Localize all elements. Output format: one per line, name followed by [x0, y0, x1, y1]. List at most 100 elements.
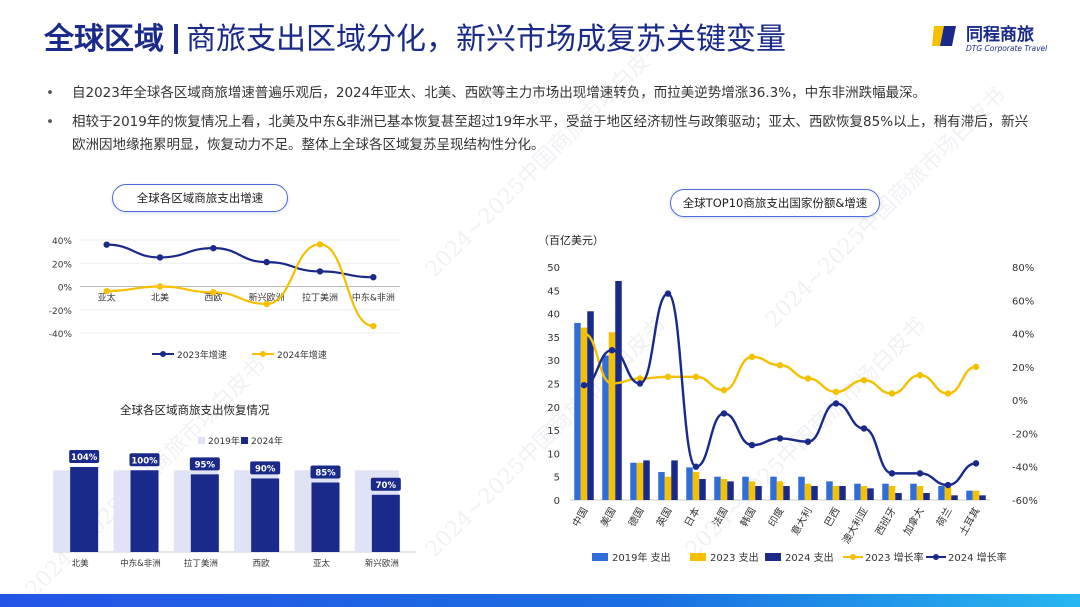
data-point — [832, 388, 840, 396]
bar — [699, 479, 706, 500]
legend-label: 2024 支出 — [785, 551, 834, 564]
legend-swatch — [690, 553, 706, 561]
data-point — [370, 322, 377, 330]
legend-label: 2024年增速 — [277, 349, 327, 361]
title-separator — [174, 24, 178, 54]
bar — [783, 486, 790, 500]
x-tick-label: 北美 — [72, 558, 90, 569]
legend-label: 2023 增长率 — [865, 551, 924, 564]
data-point — [776, 361, 784, 369]
data-point — [832, 400, 840, 407]
bar — [951, 495, 958, 500]
y2-tick-label: 80% — [1012, 263, 1034, 274]
legend-label: 2023 支出 — [710, 551, 759, 564]
bar — [602, 355, 609, 500]
bar-2024 — [251, 478, 280, 552]
data-point — [636, 375, 644, 382]
data-point — [692, 463, 700, 470]
data-label-box — [69, 449, 100, 463]
data-point — [210, 289, 217, 296]
legend-marker — [260, 351, 266, 357]
data-label-box — [129, 453, 160, 467]
bar — [860, 486, 868, 500]
bar — [692, 472, 700, 500]
x-tick-label: 西班牙 — [873, 506, 898, 538]
legend-label: 2024 增长率 — [948, 551, 1007, 564]
data-point — [316, 241, 324, 248]
data-point — [776, 435, 784, 442]
bar — [664, 476, 672, 500]
y-tick-label: 35 — [547, 333, 560, 344]
data-label: 100% — [131, 456, 158, 466]
bar — [636, 462, 644, 500]
bar — [888, 486, 896, 500]
bar — [755, 486, 762, 500]
y-tick-label: 20 — [547, 403, 560, 414]
y-tick-label: 40 — [547, 310, 560, 321]
page-title: 全球区域 商旅支出区域分化，新兴市场成复苏关键变量 — [44, 14, 786, 58]
x-tick-label: 澳大利亚 — [839, 505, 870, 546]
y-tick-label: -40% — [49, 330, 73, 340]
y2-tick-label: -60% — [1012, 496, 1038, 507]
legend-swatch — [592, 553, 608, 561]
x-tick-label: 韩国 — [737, 505, 758, 529]
data-point — [860, 376, 868, 384]
recovery-chart-title: 全球各区域商旅支出恢复情况 — [120, 403, 270, 417]
x-tick-label: 亚太 — [313, 558, 331, 569]
bar — [776, 481, 784, 500]
x-tick-label: 英国 — [653, 505, 674, 529]
x-tick-label: 中东&非洲 — [352, 292, 395, 304]
footer-bar — [0, 594, 1080, 607]
bar — [630, 462, 637, 500]
bar — [587, 311, 594, 500]
y2-tick-label: 40% — [1012, 330, 1034, 341]
y-tick-label: 10 — [547, 449, 560, 460]
y2-tick-label: 0% — [1012, 396, 1028, 407]
bar — [580, 327, 588, 500]
chart-title: 全球各区域商旅支出增速 — [136, 191, 264, 205]
x-tick-label: 荷兰 — [933, 505, 954, 529]
x-tick-label: 加拿大 — [900, 505, 926, 537]
bar — [804, 483, 812, 500]
recovery-bar-chart: 2019年 2024年 104% 北美 100% 中东&非洲 95% 拉丁美洲 90% 西欧 85%… — [53, 435, 416, 569]
data-point — [156, 283, 164, 290]
bullet-item: 自2023年全球各区域商旅增速普遍乐观后，2024年亚太、北美、西欧等主力市场出… — [44, 82, 1034, 105]
bar — [979, 495, 986, 500]
y-tick-label: 20% — [52, 260, 72, 270]
x-tick-label: 西欧 — [204, 292, 222, 304]
bar — [608, 332, 616, 500]
bar — [944, 486, 952, 500]
legend-label: 2024年 — [251, 435, 283, 447]
y-tick-label: 15 — [547, 426, 560, 437]
legend-marker — [933, 554, 939, 560]
title-text: 商旅支出区域分化，新兴市场成复苏关键变量 — [186, 22, 786, 57]
x-tick-label: 土耳其 — [956, 505, 982, 537]
data-point — [210, 244, 217, 252]
x-tick-label: 亚太 — [98, 292, 116, 304]
data-label: 70% — [376, 481, 397, 491]
data-point — [263, 300, 270, 308]
data-point — [580, 330, 588, 337]
y2-tick-label: -20% — [1012, 429, 1038, 440]
bar — [770, 476, 777, 500]
data-point — [103, 241, 110, 248]
bar — [574, 322, 581, 500]
logo-subtitle: DTG Corporate Travel — [966, 44, 1048, 53]
data-point — [103, 287, 110, 295]
x-tick-label: 拉丁美洲 — [184, 558, 218, 569]
series-line — [106, 243, 374, 279]
title-bold: 全球区域 — [44, 22, 164, 57]
y-tick-label: 45 — [547, 286, 560, 297]
y-tick-label: 0 — [554, 496, 560, 507]
x-tick-label: 意大利 — [788, 505, 814, 537]
y-tick-label: 0% — [58, 284, 73, 294]
data-point — [720, 386, 728, 394]
bar — [854, 483, 861, 500]
data-point — [972, 363, 980, 371]
x-tick-label: 法国 — [709, 505, 730, 529]
bar-2024 — [311, 482, 340, 552]
data-point — [972, 460, 980, 467]
x-tick-label: 新兴欧洲 — [365, 558, 399, 569]
bar — [826, 481, 833, 500]
top10-combo-chart: 5045403530252015105080%60%40%20%0%-20%-4… — [547, 263, 1038, 564]
